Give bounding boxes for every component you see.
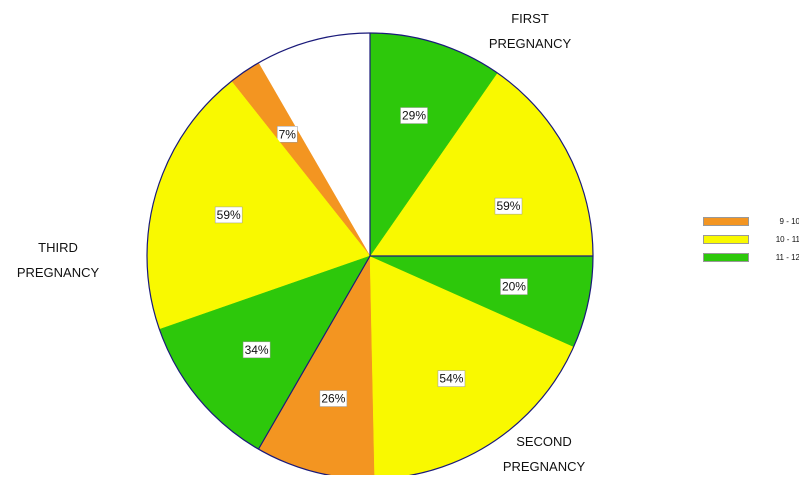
third-pregnancy-label: THIRD PREGNANCY [8, 235, 108, 285]
legend: 9 - 10 10 - 11 11 - 12 [703, 212, 799, 266]
first-pregnancy-label-line-2: PREGNANCY [488, 36, 572, 51]
legend-item-9-10: 9 - 10 [703, 212, 799, 230]
pct-label-second-pregnancy-9-10: 26% [321, 392, 345, 406]
group-divider-3 [257, 255, 371, 450]
pct-box-first-pregnancy-11-12 [400, 107, 428, 124]
pct-box-second-pregnancy-10-11 [437, 370, 466, 387]
pct-box-third-pregnancy-10-11 [214, 206, 243, 224]
legend-swatch-10-11 [703, 234, 749, 244]
pct-box-first-pregnancy-10-11 [494, 197, 523, 215]
legend-label-9-10: 9 - 10 [779, 216, 799, 226]
pct-label-third-pregnancy-11-12: 34% [245, 343, 269, 357]
legend-swatch-11-12 [703, 252, 749, 262]
legend-label-11-12: 11 - 12 [775, 252, 799, 262]
pie-outline [146, 32, 594, 475]
third-pregnancy-label-line-2: PREGNANCY [16, 265, 100, 280]
pct-label-first-pregnancy-11-12: 29% [402, 109, 426, 123]
third-pregnancy-label-line-1: THIRD [38, 240, 78, 255]
first-pregnancy-label: FIRST PREGNANCY [470, 6, 590, 56]
second-pregnancy-label-line-2: PREGNANCY [502, 459, 586, 474]
pct-label-third-pregnancy-10-11: 59% [217, 208, 241, 222]
second-pregnancy-label-line-1: SECOND [516, 434, 572, 449]
first-pregnancy-label-line-1: FIRST [511, 11, 549, 26]
legend-item-10-11: 10 - 11 [703, 230, 799, 248]
pct-box-third-pregnancy-9-10 [277, 126, 298, 143]
pct-label-second-pregnancy-10-11: 54% [439, 372, 463, 386]
pct-label-third-pregnancy-9-10: 7% [279, 127, 297, 141]
pct-box-second-pregnancy-11-12 [500, 278, 528, 295]
legend-item-11-12: 11 - 12 [703, 248, 799, 266]
legend-swatch-9-10 [703, 216, 749, 226]
pct-box-third-pregnancy-11-12 [242, 341, 271, 359]
second-pregnancy-label: SECOND PREGNANCY [484, 429, 604, 479]
pct-label-second-pregnancy-11-12: 20% [502, 280, 526, 294]
pct-label-first-pregnancy-10-11: 59% [496, 199, 520, 213]
pct-box-second-pregnancy-9-10 [319, 390, 348, 407]
legend-label-10-11: 10 - 11 [775, 234, 799, 244]
